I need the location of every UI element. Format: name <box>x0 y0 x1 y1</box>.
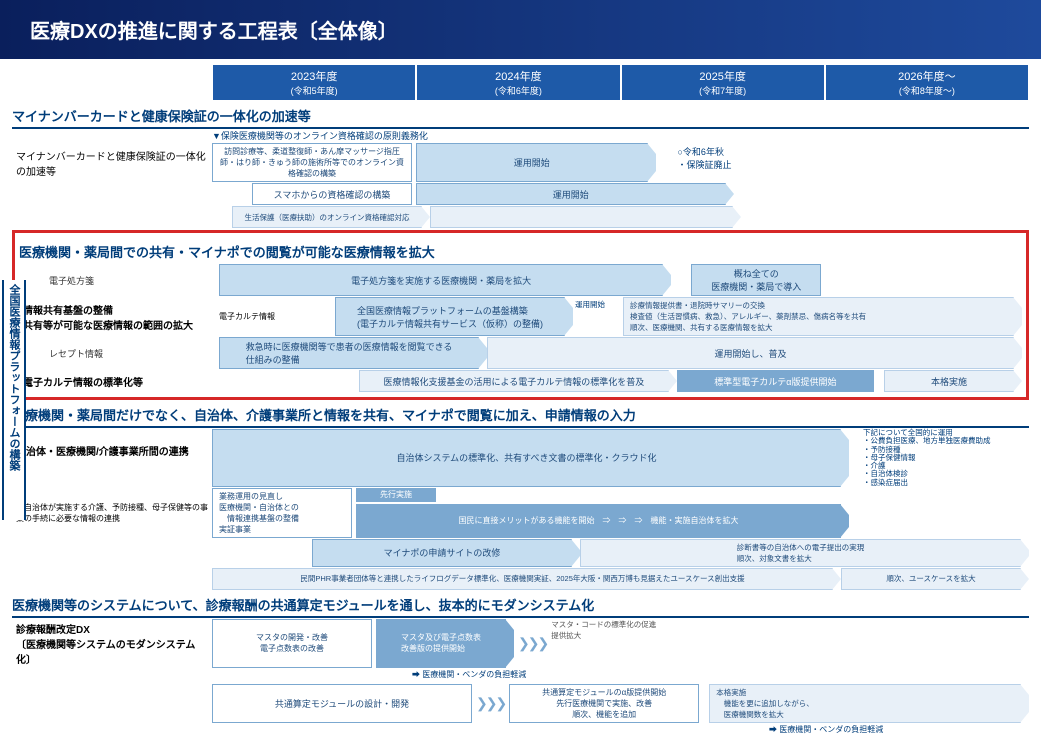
year-header-row: 2023年度(令和5年度) 2024年度(令和6年度) 2025年度(令和7年度… <box>12 64 1029 101</box>
bar-shinryo-jouhou: 診療情報提供書・退院時サマリーの交換 検査値（生活習慣病、救急）、アレルギー、薬… <box>623 297 1014 336</box>
bar-kyoutsuu-santei: 共通算定モジュールの設計・開発 <box>212 684 472 723</box>
bar-senkou-jisshi: 先行実施 <box>356 488 436 502</box>
bar-operation-start-1: 運用開始 <box>416 143 648 182</box>
year-2024: 2024年度(令和6年度) <box>416 64 620 101</box>
bar-shindansho: 診断書等の自治体への電子提出の実現 順次、対象文書を拡大 <box>580 539 1021 567</box>
label-denshi-shohousen: 電子処方箋 <box>19 264 219 296</box>
vertical-section-label: 全国医療情報プラットフォームの構築 <box>2 280 26 520</box>
bar-smartphone: スマホからの資格確認の構築 <box>252 183 412 205</box>
bar-denshi-shohousen: 電子処方箋を実施する医療機関・薬局を拡大 <box>219 264 663 296</box>
year-2025: 2025年度(令和7年度) <box>621 64 825 101</box>
bar-iryoujouhouka: 医療情報化支援基金の活用による電子カルテ情報の標準化を普及 <box>359 370 669 392</box>
note-reiwa6: ○令和6年秋 ・保険証廃止 <box>672 143 812 182</box>
bar-honkaku-module: 本格実施 機能を更に追加しながら、 医療機関数を拡大 <box>709 684 1021 723</box>
bar-honkaku-jisshi: 本格実施 <box>884 370 1014 392</box>
bar-gyoumu-minaoshi: 業務運用の見直し 医療機関・自治体との 情報連携基盤の整備 実証事業 <box>212 488 352 538</box>
bar-unyo-fukyu: 運用開始し、普及 <box>487 337 1014 369</box>
note-zenkoku-list: 下記について全国的に運用 ・公費負担医療、地方単独医療費助成 ・予防接種 ・母子… <box>849 429 1029 487</box>
year-2026: 2026年度～(令和8年度～) <box>825 64 1029 101</box>
bar-faint-continue <box>430 206 733 228</box>
bar-kyukyu: 救急時に医療機関等で患者の医療情報を閲覧できる 仕組みの整備 <box>219 337 479 369</box>
bar-minkan-phr: 民間PHR事業者団体等と連携したライフログデータ標準化、医療機関実証、2025年… <box>212 568 833 590</box>
label-karte-hyoujunka: 電子カルテ情報の標準化等 <box>19 370 219 392</box>
label-shinryou-dx: 診療報酬改定DX 〔医療機関等システムのモダンシステム化〕 <box>12 619 212 668</box>
section1-title: マイナンバーカードと健康保険証の一体化の加速等 <box>12 104 1029 129</box>
bar-operation-start-2: 運用開始 <box>416 183 726 205</box>
bar-mynaportal-kai: マイナポの申請サイトの改修 <box>312 539 572 567</box>
sublabel-karte: 電子カルテ情報 <box>219 297 277 336</box>
section3-title: 医療機関・薬局間だけでなく、自治体、介護事業所と情報を共有、マイナポで閲覧に加え… <box>12 403 1029 428</box>
bar-jichitai-hyoujunka: 自治体システムの標準化、共有すべき文書の標準化・クラウド化 <box>212 429 841 487</box>
highlighted-section: 医療機関・薬局間での共有・マイナポでの閲覧が可能な医療情報を拡大 電子処方箋 電… <box>12 230 1029 400</box>
row-mynumber-label: マイナンバーカードと健康保険証の一体化の加速等 <box>12 143 212 182</box>
bar-usecase-kakudai: 順次、ユースケースを拡大 <box>841 568 1021 590</box>
note-futan-keigen-1: ➡ 医療機関・ベンダの負担軽減 <box>412 669 526 683</box>
section4-title: 医療機関等のシステムについて、診療報酬の共通算定モジュールを通し、抜本的にモダン… <box>12 593 1029 618</box>
page-title: 医療DXの推進に関する工程表〔全体像〕 <box>0 0 1041 59</box>
box-module-alpha: 共通算定モジュールのα版提供開始 先行医療機関で実施、改善 順次、機能を追加 <box>509 684 699 723</box>
bar-master-kaihatsu: マスタの開発・改善 電子点数表の改善 <box>212 619 372 668</box>
label-jichitai: 自治体・医療機関/介護事業所間の連携 等 <box>12 429 212 487</box>
main-content: 2023年度(令和5年度) 2024年度(令和6年度) 2025年度(令和7年度… <box>0 64 1041 738</box>
note-master-code: マスタ・コードの標準化の促進 提供拡大 <box>551 619 1029 668</box>
box-omune-subete: 概ね全ての 医療機関・薬局で導入 <box>691 264 821 296</box>
note-futan-keigen-2: ➡ 医療機関・ベンダの負担軽減 <box>769 724 1029 738</box>
sublabel-receipt: レセプト情報 <box>19 337 219 369</box>
bar-seikatsu-hogo: 生活保護（医療扶助）のオンライン資格確認対応 <box>232 206 422 228</box>
desc-jichitai: ・自治体が実施する介護、予防接種、母子保健等の事業の手続に必要な情報の連携 <box>12 488 212 538</box>
year-2023: 2023年度(令和5年度) <box>212 64 416 101</box>
bar-online-qualification: 訪問診療等、柔道整復師・あん摩マッサージ指圧師・はり師・きゅう師の施術所等でのオ… <box>212 143 412 182</box>
chevron-icon-2: ❯❯❯ <box>472 684 509 723</box>
note-unyo-kaishi: 運用開始 <box>573 297 623 336</box>
bar-kokumin-merit: 国民に直接メリットがある機能を開始 ⇒ ⇒ ⇒ 機能・実施自治体を拡大 <box>356 504 841 538</box>
box-master-kaizen: マスタ及び電子点数表 改善版の提供開始 <box>376 619 506 668</box>
bar-platform-kiban: 全国医療情報プラットフォームの基盤構築 (電子カルテ情報共有サービス（仮称）の整… <box>335 297 565 336</box>
chevron-icon: ❯❯❯ <box>514 619 551 668</box>
label-jouhou-kyouyuu: 情報共有基盤の整備 共有等が可能な医療情報の範囲の拡大 <box>19 297 219 336</box>
box-hyoujun-alpha: 標準型電子カルテα版提供開始 <box>677 370 874 392</box>
section1-note: ▼保険医療機関等のオンライン資格確認の原則義務化 <box>212 129 1029 142</box>
section2-title: 医療機関・薬局間での共有・マイナポでの閲覧が可能な医療情報を拡大 <box>19 240 1022 263</box>
